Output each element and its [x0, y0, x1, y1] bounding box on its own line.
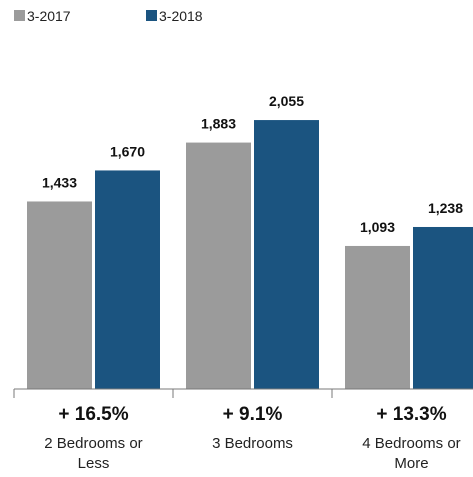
- bar-3-2018-0: [95, 170, 160, 389]
- category-label-0-1: Less: [78, 455, 110, 472]
- value-label-3-2018-2: 1,238: [428, 200, 463, 216]
- change-label-1: + 9.1%: [223, 404, 283, 425]
- bar-3-2017-0: [27, 201, 92, 389]
- bars: [27, 120, 473, 389]
- legend-label-3-2018: 3-2018: [159, 8, 203, 24]
- legend-label-3-2017: 3-2017: [27, 8, 71, 24]
- change-label-0: + 16.5%: [58, 404, 128, 425]
- category-labels: 2 Bedrooms or Less 3 Bedrooms 4 Bedrooms or…: [44, 435, 460, 472]
- value-labels: 1,433 1,670 1,883 2,055 1,093 1,238: [42, 93, 463, 235]
- bar-3-2018-2: [413, 226, 473, 389]
- value-label-3-2018-1: 2,055: [269, 93, 304, 109]
- category-label-2-1: More: [394, 455, 428, 472]
- legend: 3-2017 3-2018: [14, 8, 203, 24]
- value-label-3-2017-1: 1,883: [201, 116, 236, 132]
- legend-swatch-3-2017: [14, 10, 25, 21]
- change-labels: + 16.5% + 9.1% + 13.3%: [58, 404, 446, 425]
- bar-3-2018-1: [254, 120, 319, 389]
- category-label-1-0: 3 Bedrooms: [212, 435, 293, 452]
- category-label-2-0: 4 Bedrooms or: [362, 435, 460, 452]
- category-label-0-0: 2 Bedrooms or: [44, 435, 142, 452]
- value-label-3-2017-0: 1,433: [42, 174, 77, 190]
- bar-3-2017-1: [186, 142, 251, 389]
- value-label-3-2017-2: 1,093: [360, 219, 395, 235]
- x-axis: [13, 388, 473, 398]
- change-label-2: + 13.3%: [376, 404, 446, 425]
- bar-3-2017-2: [345, 245, 410, 389]
- legend-swatch-3-2018: [146, 10, 157, 21]
- value-label-3-2018-0: 1,670: [110, 143, 145, 159]
